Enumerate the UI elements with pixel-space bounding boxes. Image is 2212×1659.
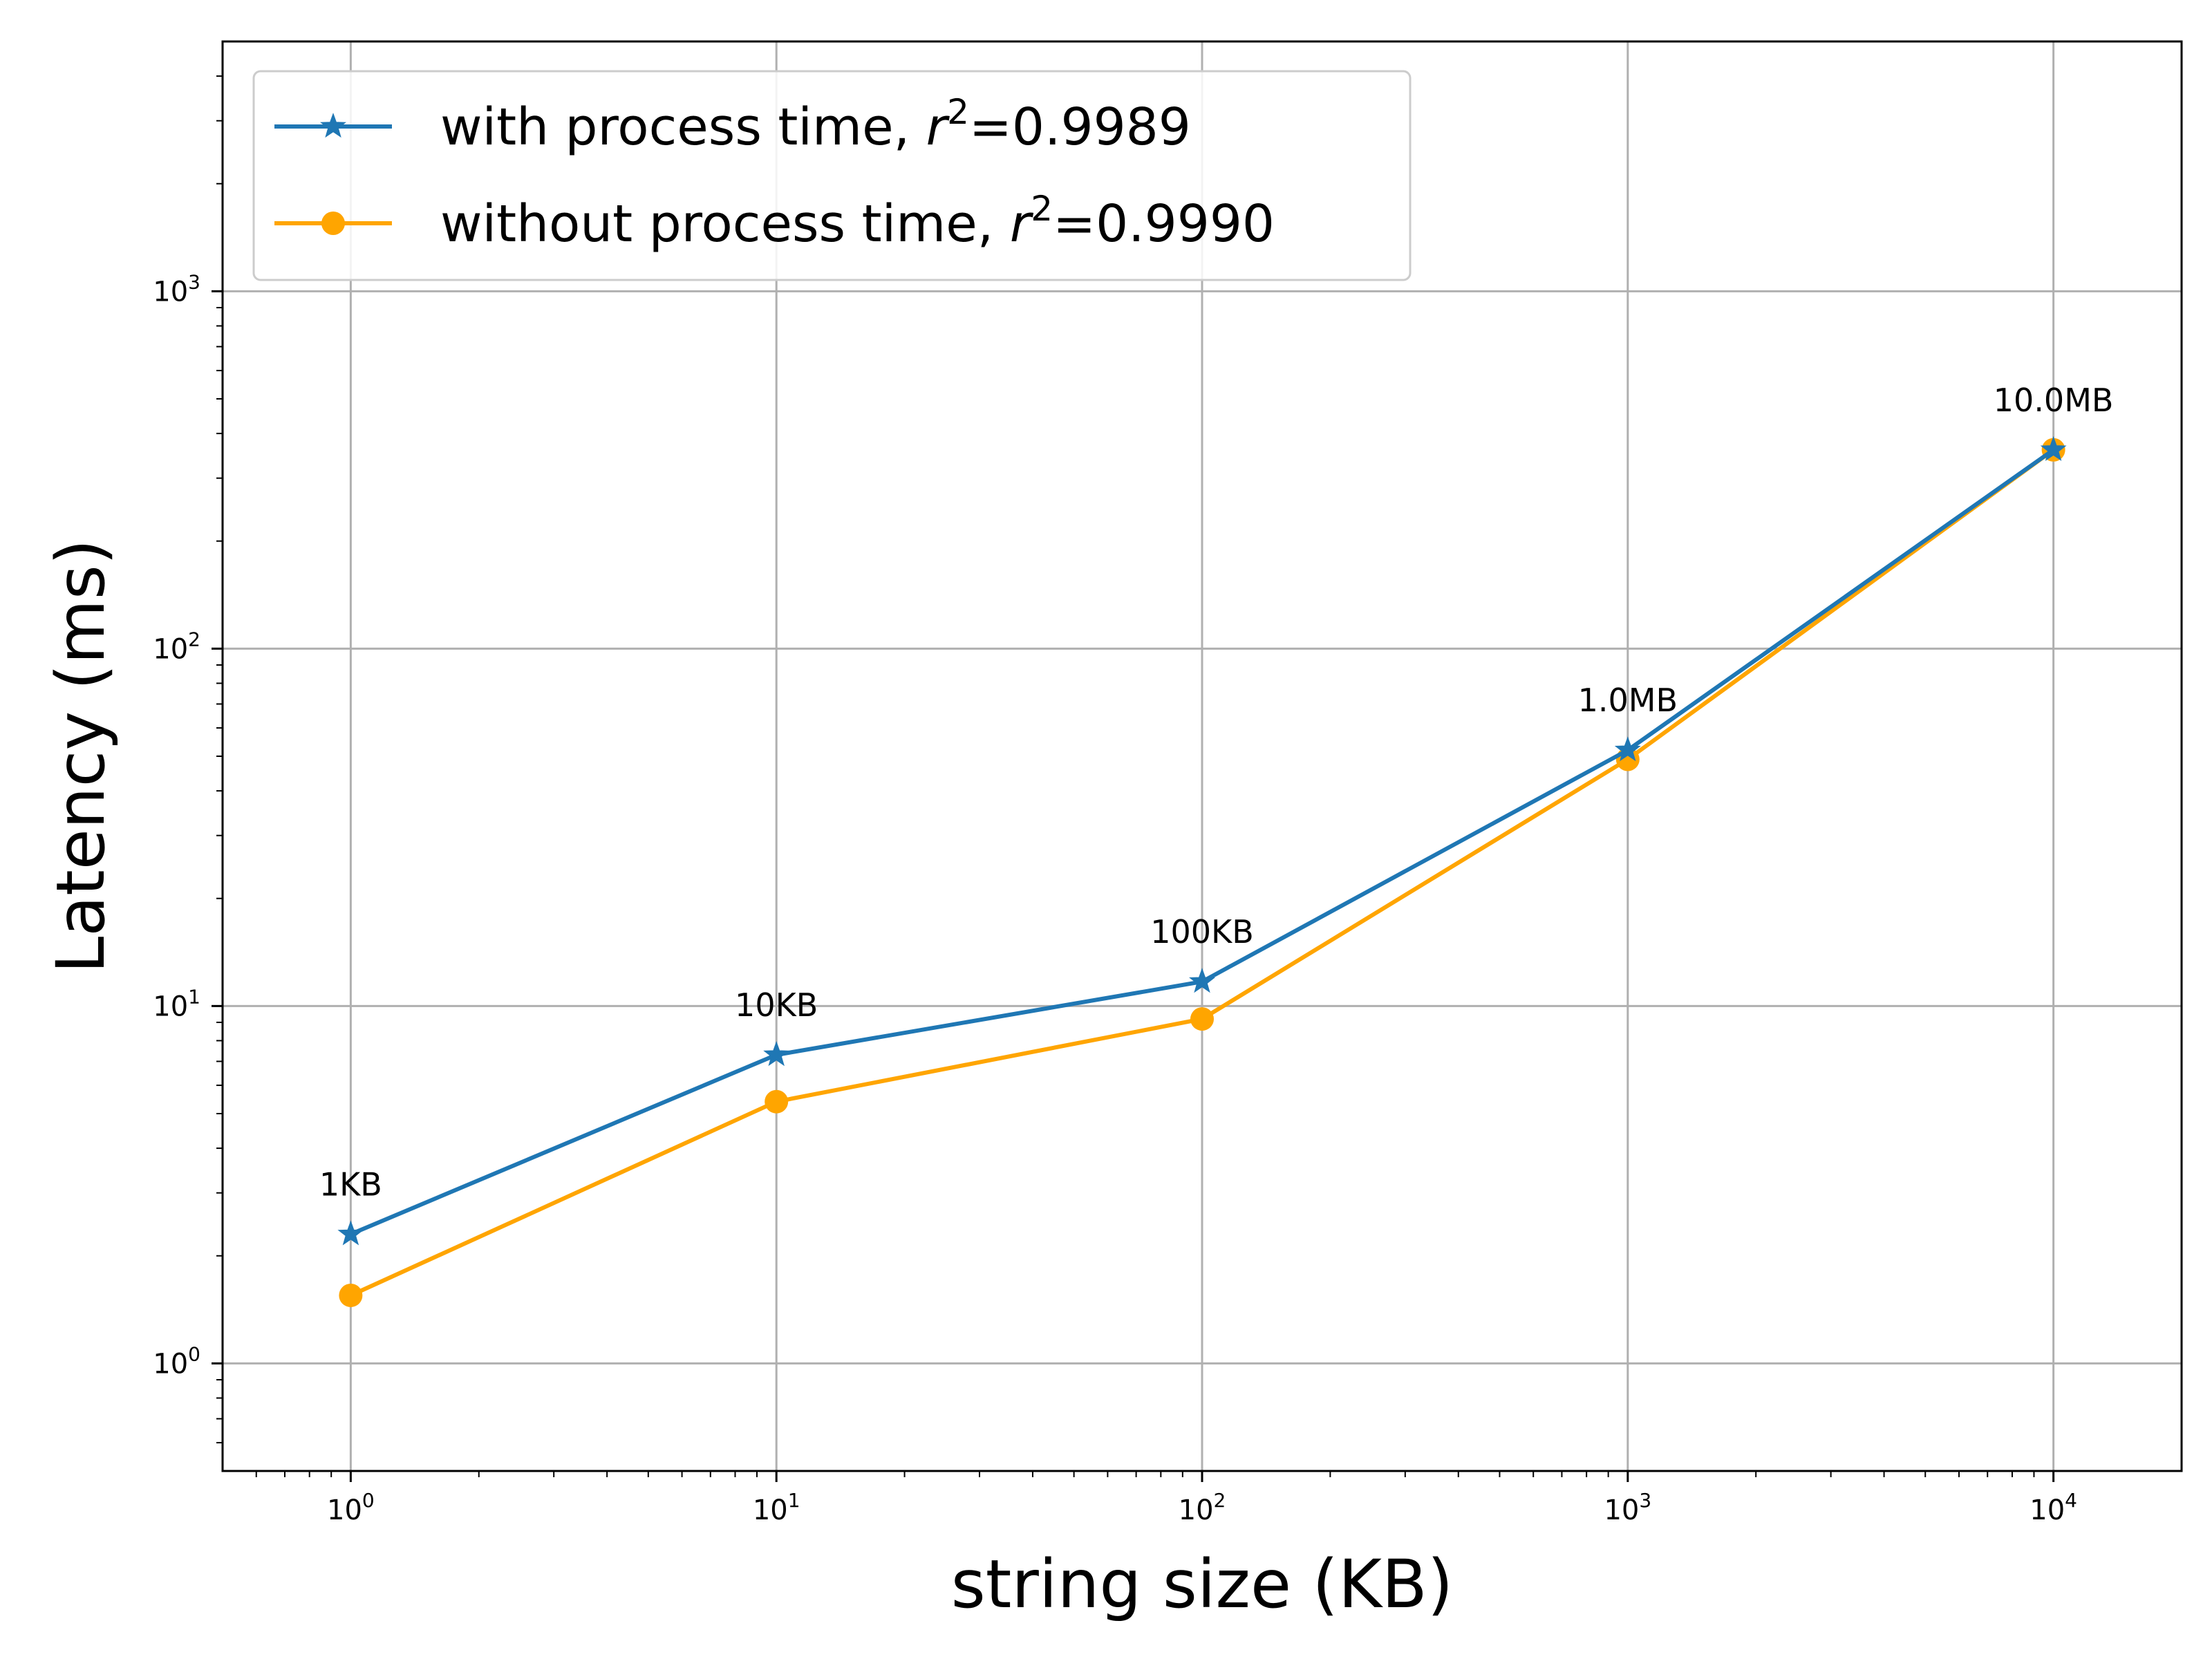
- series-group: [337, 435, 2067, 1307]
- x-axis-label: string size (KB): [951, 1546, 1453, 1623]
- y-axis-label: Latency (ms): [42, 539, 120, 973]
- series-2-point: [339, 1283, 363, 1307]
- x-tick-label: 100: [327, 1489, 375, 1526]
- series-1-point: [763, 1041, 790, 1067]
- series-1-point: [1614, 736, 1641, 762]
- legend-marker: [321, 212, 345, 235]
- series-1-point: [337, 1220, 364, 1246]
- legend-marker: [320, 113, 346, 138]
- point-label: 1.0MB: [1578, 682, 1678, 719]
- legend-item-1: with process time, r2=0.9989: [274, 92, 1191, 157]
- legend-label: without process time, r2=0.9990: [440, 189, 1275, 254]
- x-tick-label: 102: [1179, 1489, 1226, 1526]
- series-1-point: [1189, 968, 1215, 993]
- legend-item-2: without process time, r2=0.9990: [274, 189, 1275, 254]
- legend-label: with process time, r2=0.9989: [440, 92, 1191, 157]
- series-2: [339, 438, 2065, 1307]
- y-tick-label: 103: [153, 270, 200, 308]
- y-tick-label: 102: [153, 628, 200, 665]
- tick-labels: 100 101 102 103 104 100 101 102 103: [153, 270, 2077, 1526]
- y-tick-label: 100: [153, 1342, 200, 1380]
- y-tick-label: 101: [153, 985, 200, 1022]
- series-1-point: [2040, 435, 2067, 461]
- series-1: [337, 435, 2067, 1246]
- legend-box: [252, 70, 1412, 281]
- point-label: 10KB: [735, 986, 818, 1024]
- point-label: 100KB: [1150, 913, 1254, 950]
- legend: with process time, r2=0.9989 without proc…: [252, 70, 1412, 281]
- series-2-point: [1190, 1007, 1214, 1031]
- point-labels: 1KB 10KB 100KB 1.0MB 10.0MB: [319, 382, 2114, 1203]
- x-tick-label: 101: [753, 1489, 800, 1526]
- point-label: 10.0MB: [1994, 382, 2114, 419]
- point-label: 1KB: [319, 1165, 382, 1203]
- x-tick-label: 104: [2030, 1489, 2077, 1526]
- x-tick-label: 103: [1604, 1489, 1651, 1526]
- series-2-point: [765, 1089, 789, 1114]
- axis-ticks: [212, 75, 2055, 1482]
